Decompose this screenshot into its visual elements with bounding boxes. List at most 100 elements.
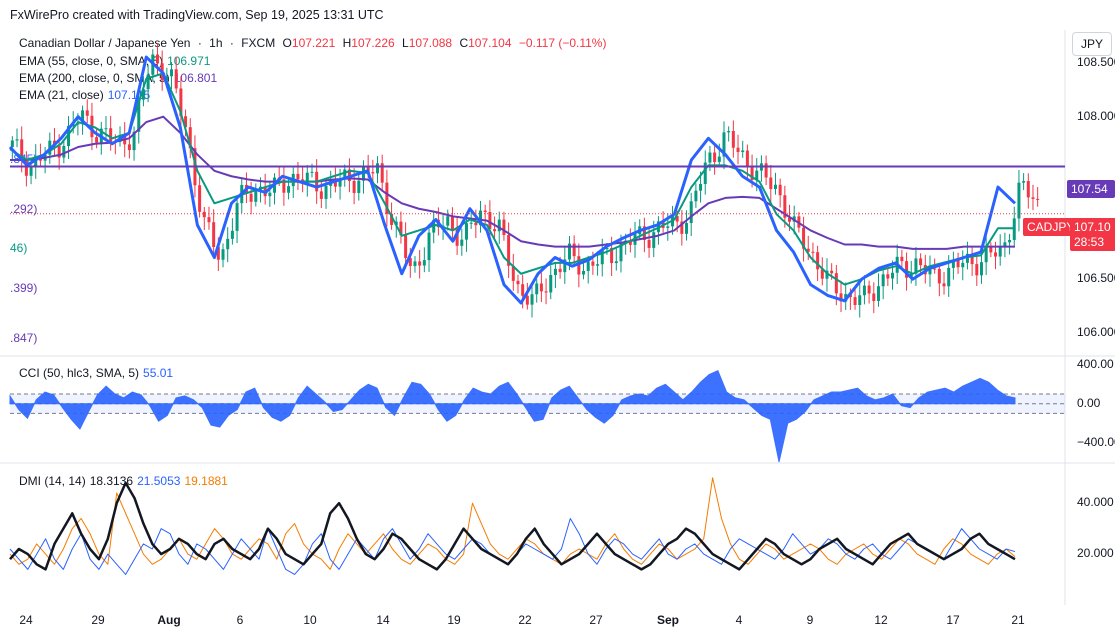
candle-body	[647, 239, 651, 248]
price-tick-label: 108.500	[1077, 54, 1115, 69]
header-title: FxWirePro created with TradingView.com, …	[10, 8, 384, 22]
candle-body	[947, 267, 951, 287]
candle-body	[399, 221, 403, 236]
ema55-legend[interactable]: EMA (55, close, 0, SMA, 5) 106.971	[19, 54, 210, 68]
candle-body	[390, 213, 394, 225]
candle-body	[62, 145, 66, 158]
candle-body	[104, 128, 108, 130]
countdown-tag: 28:53	[1070, 233, 1115, 251]
hline-price-tag: 107.54	[1067, 180, 1115, 198]
candle-body	[699, 183, 703, 191]
candle-body	[422, 260, 426, 266]
candle-body	[202, 211, 206, 218]
candle-body	[408, 257, 412, 267]
candle-body	[694, 190, 698, 202]
trunc-label-5: .847)	[10, 331, 38, 345]
candle-body	[951, 260, 955, 268]
candle-body	[413, 261, 417, 267]
candle-body	[179, 88, 183, 117]
candle-body	[141, 89, 145, 100]
ema55-label: EMA (55, close, 0, SMA, 5)	[19, 54, 164, 68]
ema55-value: 106.971	[167, 54, 211, 68]
candle-body	[755, 170, 759, 180]
candle-body	[745, 150, 749, 167]
candle-body	[357, 180, 361, 193]
cci-legend[interactable]: CCI (50, hlc3, SMA, 5) 55.01	[19, 366, 173, 380]
time-tick-label: 19	[447, 613, 461, 627]
trunc-label-3: 46)	[10, 241, 28, 255]
candle-body	[741, 150, 745, 153]
candle-body	[85, 110, 89, 116]
candle-body	[376, 163, 380, 174]
candle-body	[628, 240, 632, 245]
candle-body	[820, 269, 824, 279]
close-label: C	[459, 36, 469, 50]
time-tick-label: 14	[376, 613, 390, 627]
candle-body	[905, 261, 909, 278]
candle-body	[1036, 198, 1040, 200]
candle-body	[404, 235, 408, 258]
time-tick-label: 10	[303, 613, 317, 627]
adx-line	[9, 481, 1016, 571]
time-tick-label: 17	[946, 613, 960, 627]
candle-body	[886, 274, 890, 279]
candle-body	[488, 211, 492, 230]
candle-body	[928, 268, 932, 275]
candle-body	[155, 54, 159, 64]
candle-body	[942, 283, 946, 287]
candle-body	[81, 110, 85, 124]
candle-body	[511, 265, 515, 281]
candle-body	[352, 180, 356, 193]
trunc-label-4: .399)	[10, 281, 38, 295]
candle-body	[956, 260, 960, 268]
ema200-legend[interactable]: EMA (200, close, 0, SMA, 5) 106.801	[19, 71, 217, 85]
time-tick-label: Aug	[157, 613, 181, 627]
candle-body	[675, 215, 679, 222]
candle-body	[577, 256, 581, 275]
candle-body	[703, 162, 707, 184]
candle-body	[783, 195, 787, 218]
candle-body	[685, 223, 689, 234]
cci-tick-label: 0.00	[1077, 395, 1101, 410]
candle-body	[230, 230, 234, 239]
time-tick-label: 21	[1011, 613, 1025, 627]
candle-body	[95, 137, 99, 143]
currency-button[interactable]: JPY	[1072, 32, 1112, 56]
candle-body	[324, 185, 328, 199]
candle-body	[427, 232, 431, 261]
candle-body	[184, 116, 188, 128]
time-tick-label: Sep	[656, 613, 680, 627]
symbol-source: FXCM	[241, 36, 276, 50]
time-tick-label: 29	[91, 613, 105, 627]
time-tick-label: 27	[589, 613, 603, 627]
ema200-label: EMA (200, close, 0, SMA, 5)	[19, 71, 170, 85]
candle-body	[830, 270, 834, 274]
candle-body	[572, 243, 576, 257]
candle-body	[979, 262, 983, 276]
candle-body	[188, 127, 192, 149]
candle-body	[881, 274, 885, 287]
candle-body	[722, 132, 726, 157]
ema200-value: 106.801	[173, 71, 218, 85]
candle-body	[67, 125, 71, 146]
candle-body	[567, 243, 571, 260]
candle-body	[10, 140, 14, 147]
candle-body	[727, 131, 731, 133]
candle-body	[680, 221, 684, 234]
candle-body	[254, 189, 258, 202]
candle-body	[464, 223, 468, 240]
candle-body	[165, 76, 169, 81]
candle-body	[619, 243, 623, 262]
candle-body	[867, 285, 871, 294]
candle-body	[333, 180, 337, 187]
candle-body	[591, 261, 595, 266]
dmi-legend[interactable]: DMI (14, 14) 18.3136 21.5053 19.1881	[19, 474, 228, 488]
candle-body	[235, 203, 239, 231]
candle-body	[610, 247, 614, 264]
candle-body	[207, 217, 211, 223]
candle-body	[287, 186, 291, 193]
candle-body	[731, 131, 735, 148]
candle-body	[769, 177, 773, 189]
candle-body	[535, 283, 539, 295]
